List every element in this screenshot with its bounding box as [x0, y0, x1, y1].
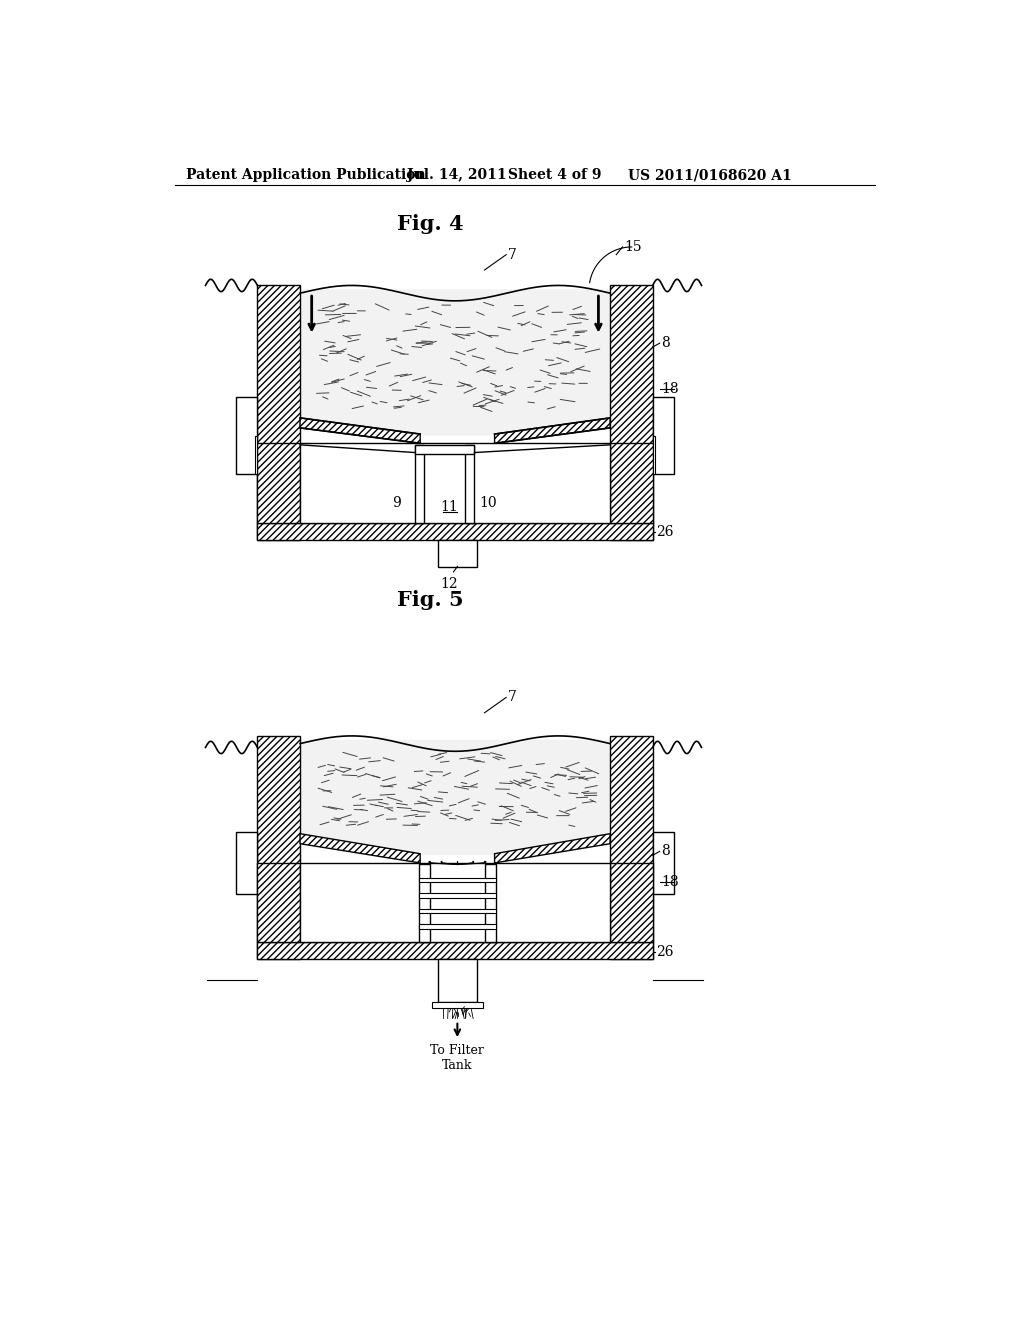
Text: 15: 15: [624, 240, 642, 253]
Text: US 2011/0168620 A1: US 2011/0168620 A1: [628, 169, 792, 182]
Bar: [236, 832, 257, 894]
Text: 18: 18: [662, 383, 679, 396]
Bar: [419, 865, 430, 942]
Text: 9: 9: [392, 496, 400, 511]
Bar: [610, 285, 652, 540]
Text: 7: 7: [508, 690, 517, 705]
Bar: [255, 436, 257, 474]
Text: Fig. 4: Fig. 4: [397, 214, 464, 234]
Bar: [484, 865, 496, 942]
Bar: [257, 863, 300, 942]
Bar: [257, 737, 300, 960]
Text: 8: 8: [662, 845, 670, 858]
Polygon shape: [300, 834, 420, 863]
Bar: [300, 444, 610, 523]
Text: 26: 26: [656, 945, 674, 958]
Bar: [415, 445, 474, 454]
Polygon shape: [300, 418, 420, 444]
Text: 8: 8: [662, 337, 670, 350]
Text: Jul. 14, 2011: Jul. 14, 2011: [407, 169, 507, 182]
Polygon shape: [300, 289, 610, 436]
Text: Patent Application Publication: Patent Application Publication: [186, 169, 426, 182]
Bar: [652, 436, 655, 474]
Bar: [419, 894, 496, 898]
Text: Sheet 4 of 9: Sheet 4 of 9: [508, 169, 601, 182]
Text: 26: 26: [656, 525, 674, 539]
Bar: [257, 523, 652, 540]
Polygon shape: [495, 834, 610, 863]
Bar: [610, 444, 652, 523]
Bar: [257, 285, 300, 540]
Bar: [419, 909, 496, 913]
Bar: [438, 960, 477, 1002]
Text: To Filter
Tank: To Filter Tank: [430, 1044, 484, 1072]
Polygon shape: [300, 739, 610, 855]
Bar: [415, 445, 424, 523]
Bar: [652, 397, 675, 474]
Bar: [465, 445, 474, 523]
Bar: [257, 942, 652, 960]
Polygon shape: [495, 418, 610, 444]
Text: 18: 18: [662, 875, 679, 890]
Bar: [300, 863, 610, 942]
Text: 7: 7: [508, 248, 517, 261]
Bar: [257, 444, 300, 523]
Bar: [236, 397, 257, 474]
Bar: [610, 737, 652, 960]
Bar: [438, 540, 477, 566]
Bar: [419, 878, 496, 882]
Bar: [610, 863, 652, 942]
Bar: [419, 924, 496, 929]
Text: 10: 10: [479, 496, 497, 511]
Text: Fig. 5: Fig. 5: [397, 590, 464, 610]
Bar: [432, 1002, 483, 1007]
Text: 11: 11: [440, 500, 459, 515]
Text: 12: 12: [440, 577, 459, 590]
Bar: [652, 832, 675, 894]
